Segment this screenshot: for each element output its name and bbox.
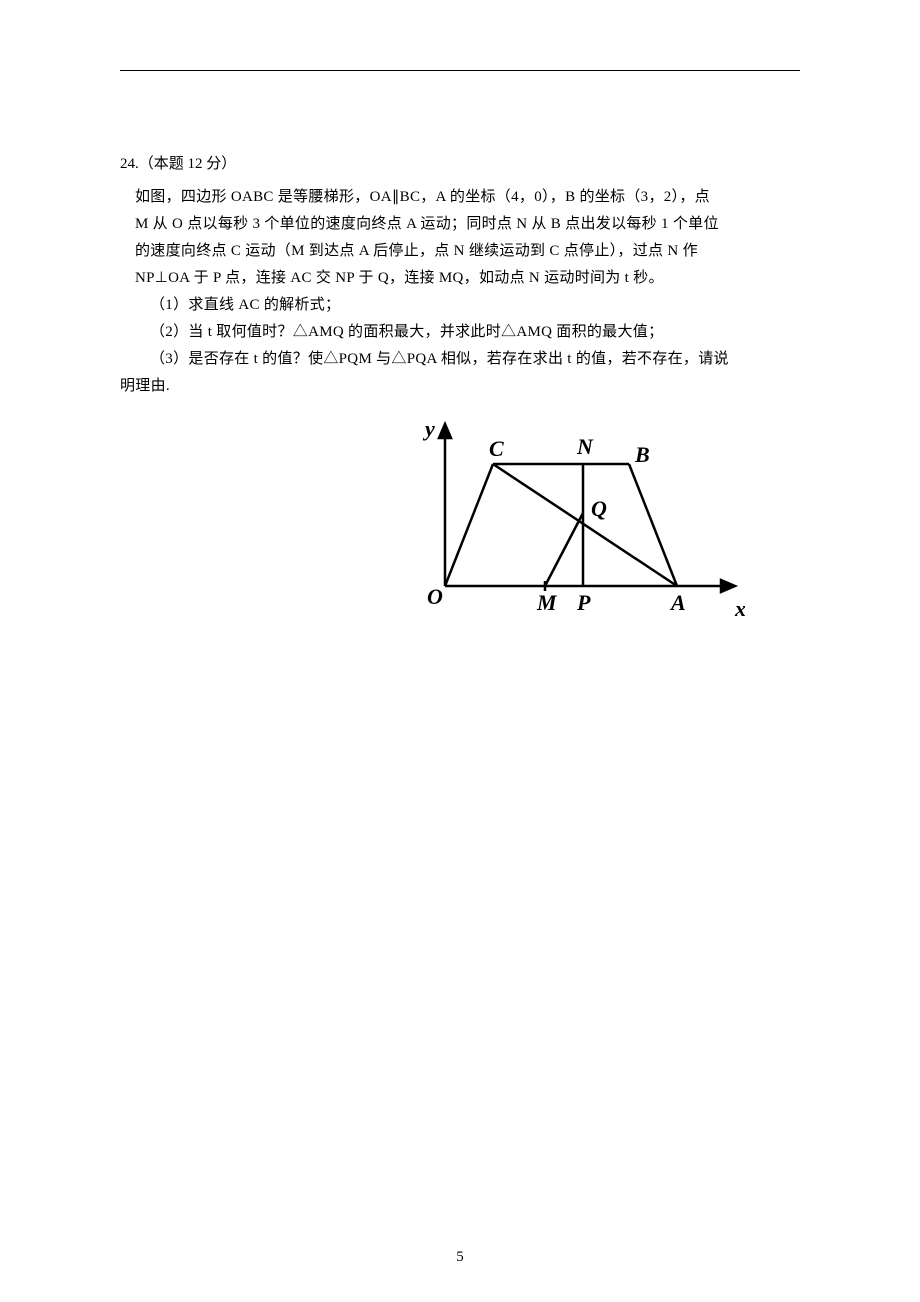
svg-text:O: O [427, 584, 443, 609]
svg-text:C: C [489, 436, 504, 461]
svg-text:Q: Q [591, 496, 607, 521]
sub-question-2: （2）当 t 取何值时？△AMQ 的面积最大，并求此时△AMQ 面积的最大值； [120, 319, 800, 346]
figure-container: y x O C N B Q MP A [120, 416, 800, 631]
problem-body: 如图，四边形 OABC 是等腰梯形，OA∥BC，A 的坐标（4，0），B 的坐标… [120, 184, 800, 400]
svg-text:A: A [669, 590, 686, 615]
geometry-figure: y x O C N B Q MP A [395, 416, 745, 626]
problem-line-3: 的速度向终点 C 运动（M 到达点 A 后停止，点 N 继续运动到 C 点停止）… [120, 238, 800, 265]
svg-text:M: M [536, 590, 558, 615]
svg-text:B: B [634, 442, 650, 467]
sub-question-1: （1）求直线 AC 的解析式； [120, 292, 800, 319]
svg-text:N: N [576, 434, 594, 459]
svg-text:y: y [422, 416, 435, 441]
problem-closing: 明理由. [120, 373, 800, 400]
page-number: 5 [0, 1249, 920, 1266]
problem-line-1: 如图，四边形 OABC 是等腰梯形，OA∥BC，A 的坐标（4，0），B 的坐标… [120, 184, 800, 211]
svg-text:P: P [576, 590, 591, 615]
problem-line-2: M 从 O 点以每秒 3 个单位的速度向终点 A 运动；同时点 N 从 B 点出… [120, 211, 800, 238]
problem-number: 24.（本题 12 分） [120, 151, 800, 178]
problem-line-4: NP⊥OA 于 P 点，连接 AC 交 NP 于 Q，连接 MQ，如动点 N 运… [120, 265, 800, 292]
sub-question-3: （3）是否存在 t 的值？使△PQM 与△PQA 相似，若存在求出 t 的值，若… [120, 346, 800, 373]
svg-text:x: x [734, 596, 745, 621]
horizontal-rule [120, 70, 800, 71]
